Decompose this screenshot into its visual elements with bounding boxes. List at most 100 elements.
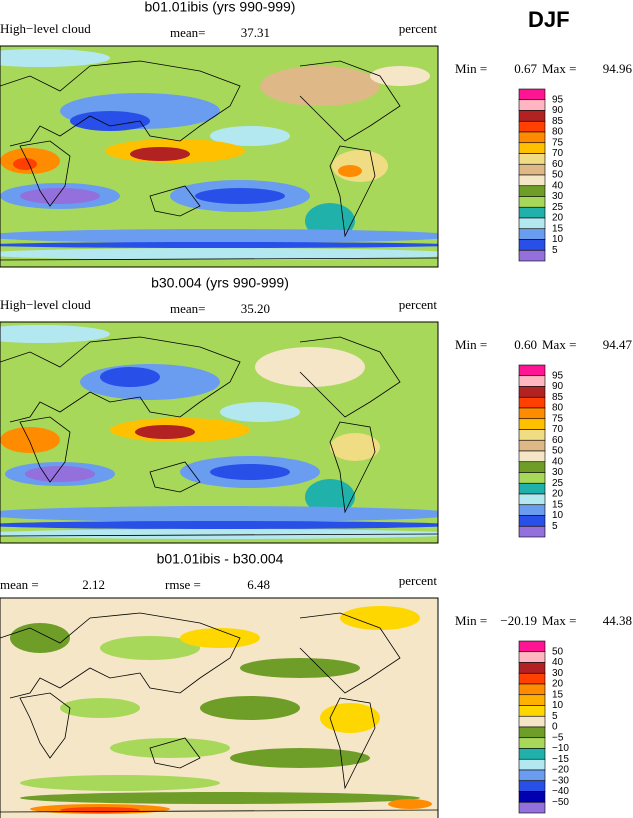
contour-region [20, 188, 100, 204]
contour-region [0, 521, 438, 529]
legend-swatch [518, 737, 546, 749]
units-label: percent [399, 21, 438, 36]
contour-region [180, 628, 260, 648]
contour-region [240, 658, 360, 678]
contour-region [100, 636, 200, 660]
legend-swatch [518, 407, 546, 420]
season-label: DJF [528, 7, 570, 32]
legend-label: −5 [552, 732, 564, 743]
legend-swatch [518, 662, 546, 674]
legend-label: −30 [552, 775, 569, 786]
contour-region [230, 748, 370, 768]
units-label: percent [399, 297, 438, 312]
legend-swatch [518, 504, 546, 516]
legend-swatch [518, 694, 546, 706]
coastline [0, 336, 241, 423]
map-frame [0, 597, 439, 818]
legend-label: 0 [552, 722, 558, 733]
legend-label: 75 [552, 413, 564, 424]
contour-region [25, 466, 95, 482]
legend-label: 60 [552, 159, 564, 170]
contour-region [20, 792, 420, 804]
legend-label: 50 [552, 446, 564, 457]
legend-label: 30 [552, 191, 564, 202]
contour-region [340, 606, 420, 630]
legend-label: −10 [552, 743, 569, 754]
legend-swatch [518, 429, 546, 441]
contour-region [20, 775, 220, 791]
coastline [149, 461, 201, 493]
coastline [329, 145, 376, 238]
coastline [299, 336, 401, 418]
legend-label: 25 [552, 202, 564, 213]
coastline [0, 257, 438, 261]
legend-label: 85 [552, 392, 564, 403]
contour-region [0, 529, 438, 539]
contour-region [370, 66, 430, 86]
max-label: Max = [542, 61, 576, 76]
legend-swatch [518, 120, 546, 133]
legend-swatch [518, 110, 546, 122]
legend-label: 40 [552, 180, 564, 191]
legend-swatch [518, 88, 546, 101]
legend-swatch [518, 672, 546, 685]
legend-swatch [518, 228, 546, 240]
contour-region [0, 325, 110, 343]
stat-label: mean= [170, 301, 205, 316]
legend-label: 10 [552, 510, 564, 521]
coastline [19, 140, 71, 207]
min-value: 0.60 [514, 337, 537, 352]
legend-swatch [518, 769, 546, 782]
legend-swatch [518, 418, 546, 430]
contour-region [210, 126, 290, 146]
panel-title: b01.01ibis - b30.004 [157, 551, 284, 567]
coastline [149, 737, 201, 769]
contour-region [0, 49, 110, 67]
max-label: Max = [542, 613, 576, 628]
legend-swatch [518, 515, 546, 527]
legend-label: 40 [552, 657, 564, 668]
legend-label: 95 [552, 94, 564, 105]
legend-label: 10 [552, 234, 564, 245]
legend-label: 5 [552, 711, 558, 722]
min-value: −20.19 [500, 613, 537, 628]
coastline [329, 697, 376, 790]
legend-label: 20 [552, 213, 564, 224]
max-value: 44.38 [603, 613, 632, 628]
legend-swatch [518, 185, 546, 197]
legend-swatch [518, 450, 546, 463]
legend-swatch [518, 396, 546, 409]
contour-region [320, 703, 380, 733]
map [0, 45, 439, 268]
legend-label: 40 [552, 456, 564, 467]
stat-label: mean = [0, 577, 39, 592]
min-label: Min = [455, 337, 487, 352]
stat-label: mean= [170, 25, 205, 40]
legend-swatch [518, 217, 546, 230]
stat-value: 35.20 [241, 301, 270, 316]
contour-region [60, 698, 140, 718]
legend-label: 30 [552, 467, 564, 478]
contour-region [305, 479, 355, 515]
panel-title: b30.004 (yrs 990-999) [151, 275, 289, 291]
contour-region [260, 66, 380, 106]
legend-label: −50 [552, 797, 569, 808]
contour-region [135, 425, 195, 439]
contour-region [332, 150, 388, 182]
stat-label: rmse = [165, 577, 201, 592]
contour-region [0, 229, 438, 243]
legend-label: 5 [552, 245, 558, 256]
panel-title: b01.01ibis (yrs 990-999) [145, 0, 296, 15]
legend-label: 80 [552, 403, 564, 414]
legend-swatch [518, 780, 546, 792]
legend-swatch [518, 758, 546, 771]
coastline [299, 60, 401, 142]
map [0, 321, 439, 544]
contours [0, 46, 438, 267]
contour-region [255, 347, 365, 387]
legend-label: 15 [552, 499, 564, 510]
legend-swatch [518, 715, 546, 728]
legend-swatch [518, 386, 546, 398]
legend-swatch [518, 482, 546, 495]
